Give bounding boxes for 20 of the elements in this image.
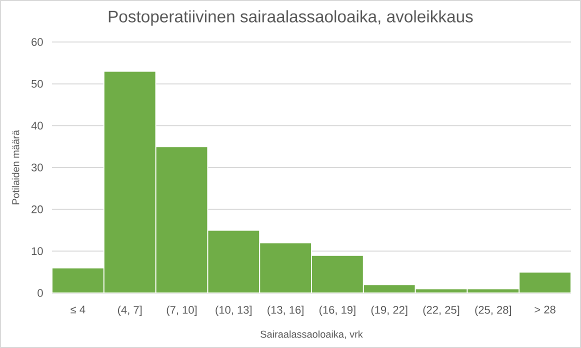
x-tick-label: (10, 13]	[216, 306, 252, 316]
y-tick-label: 60	[32, 38, 43, 46]
x-tick-label: (7, 10]	[166, 306, 197, 316]
x-tick-label: (25, 28]	[475, 306, 512, 316]
x-tick-label: > 28	[534, 306, 556, 314]
y-tick-label: 10	[32, 247, 43, 256]
chart-title: Postoperatiivinen sairaalassaoloaika, avoleikkaus	[108, 10, 473, 26]
y-tick-label: 0	[38, 289, 43, 297]
x-tick-label: (22, 25]	[423, 306, 460, 316]
x-axis-title: Sairaalassaoloaika, vrk	[260, 330, 363, 339]
y-tick-label: 50	[32, 80, 43, 88]
y-tick-label: 40	[31, 122, 43, 130]
x-tick-label: ≤ 4	[70, 306, 86, 314]
x-tick-label: (13, 16]	[268, 306, 304, 316]
y-tick-label: 30	[31, 164, 43, 172]
y-tick-label: 20	[32, 205, 43, 214]
x-tick-label: (19, 22]	[371, 306, 408, 316]
x-tick-label: (4, 7]	[118, 306, 142, 316]
y-axis-title: Potilaiden määrä	[12, 130, 20, 204]
x-tick-label: (16, 19]	[319, 306, 356, 316]
